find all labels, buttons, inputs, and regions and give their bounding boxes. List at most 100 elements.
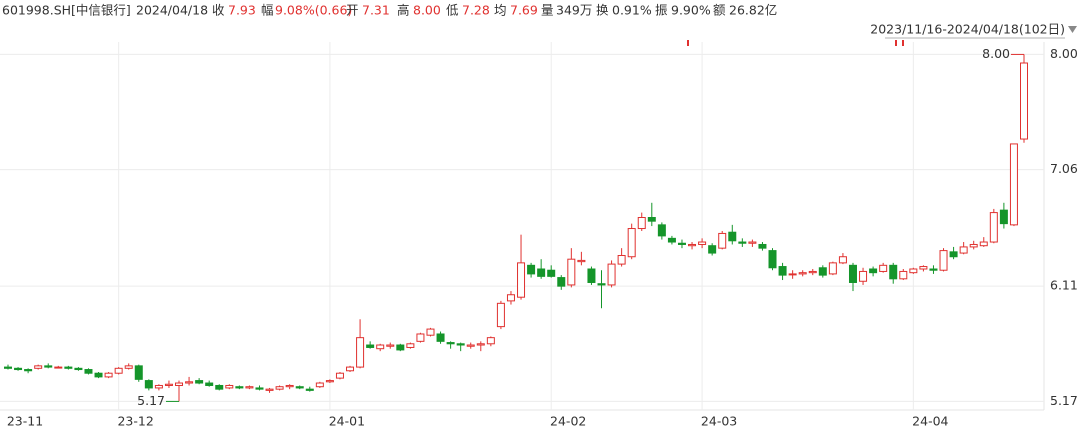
candle-body <box>768 250 777 269</box>
candle-body <box>889 264 898 280</box>
candle-body <box>275 386 284 390</box>
y-tick-label: 6.11 <box>1050 278 1078 293</box>
quote-label: 量 <box>541 3 554 18</box>
candle-body <box>74 367 83 371</box>
quote-label: 额 <box>713 3 726 18</box>
candle-body <box>185 381 194 384</box>
candle-body <box>949 251 958 258</box>
stock-code: 601998.SH[中信银行] <box>2 3 131 18</box>
candle-body <box>748 241 757 244</box>
candle-body <box>899 270 908 280</box>
candle-body <box>879 264 888 272</box>
candle-body <box>14 367 23 371</box>
candle-body <box>386 344 395 347</box>
candle-body <box>647 217 656 222</box>
candle-body <box>154 384 163 389</box>
x-tick-label: 24-02 <box>550 414 586 429</box>
candle-body <box>466 344 475 347</box>
quote-label: 均 <box>494 3 507 18</box>
candle-body <box>667 237 676 243</box>
quote-label: 振 <box>655 3 668 18</box>
candle-body <box>547 269 556 277</box>
candle-body <box>919 266 928 270</box>
candle-body <box>869 268 878 274</box>
y-tick-label: 7.06 <box>1050 161 1078 176</box>
candle-body <box>929 268 938 271</box>
candle-body <box>597 283 606 286</box>
candle-body <box>215 384 224 390</box>
candle-body <box>446 342 455 345</box>
candle-body <box>527 264 536 275</box>
quote-value: 7.28 <box>462 3 490 18</box>
quote-value: 0.91% <box>612 3 652 18</box>
candle-body <box>989 212 998 243</box>
candle-body <box>798 272 807 275</box>
candle-body <box>788 273 797 276</box>
candle-body <box>356 337 365 368</box>
x-tick-label: 23-12 <box>117 414 153 429</box>
candle-body <box>496 302 505 328</box>
quote-label: 高 <box>397 3 410 18</box>
candle-body <box>537 268 546 277</box>
candle-body <box>979 241 988 247</box>
quote-label: 开 <box>346 3 359 18</box>
candle-body <box>808 270 817 274</box>
date: 2024/04/18 <box>136 3 208 18</box>
candle-body <box>335 372 344 379</box>
quote-items: 收 7.93 幅 9.08%(0.66)开 7.31 高 8.00 低 7.28 均 7.69 量 34… <box>212 3 777 18</box>
candle-body <box>124 365 133 369</box>
dropdown-icon[interactable] <box>1068 26 1077 33</box>
candle-body <box>718 232 727 249</box>
candle-body <box>778 266 787 276</box>
candle-body <box>235 386 244 389</box>
candle-body <box>376 344 385 350</box>
x-tick-label: 24-03 <box>701 414 737 429</box>
quote-value: 349万 <box>556 3 592 18</box>
candle-body <box>205 382 214 386</box>
candle-body <box>859 270 868 282</box>
candle-body <box>305 388 314 391</box>
candle-body <box>396 344 405 351</box>
candle-body <box>416 333 425 342</box>
candle-body <box>486 337 495 345</box>
y-tick-label: 8.00 <box>1050 46 1078 61</box>
candle-body <box>688 243 697 247</box>
candle-body <box>1020 62 1028 140</box>
min-label: 5.17 <box>137 393 165 408</box>
candle-body <box>4 366 12 369</box>
candle-body <box>828 262 837 275</box>
candle-body <box>44 365 53 368</box>
range-label[interactable]: 2023/11/16-2024/04/18(102日) <box>870 22 1065 37</box>
candle-body <box>999 209 1008 225</box>
candle-body <box>939 250 948 271</box>
candle-body <box>969 243 978 248</box>
candle-body <box>818 267 827 276</box>
candle-body <box>114 367 123 374</box>
candle-body <box>708 245 717 254</box>
quote-value: 7.69 <box>510 3 538 18</box>
candle-body <box>838 256 847 264</box>
candle-body <box>577 259 586 263</box>
candle-body <box>728 231 737 242</box>
candle-body <box>325 380 334 383</box>
candle-body <box>758 243 767 249</box>
candle-body <box>24 369 33 372</box>
candle-body <box>195 380 204 384</box>
candle-body <box>567 258 576 286</box>
candle-body <box>104 372 113 378</box>
candle-body <box>285 384 294 388</box>
quote-value: 9.90% <box>671 3 711 18</box>
candle-body <box>94 372 103 378</box>
candle-body <box>406 343 415 348</box>
candle-body <box>245 386 254 389</box>
quote-value: 9.08%(0.66) <box>275 3 352 18</box>
candle-body <box>909 268 918 274</box>
quote-label: 收 <box>212 3 225 18</box>
candle-body <box>657 224 666 237</box>
candle-body <box>517 262 526 298</box>
candle-body <box>315 382 324 388</box>
quote-value: 8.00 <box>413 3 441 18</box>
candle-body <box>34 365 43 369</box>
